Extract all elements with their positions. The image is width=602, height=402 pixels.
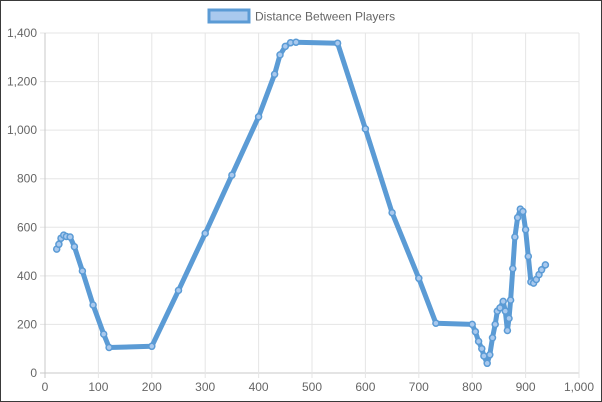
grid (40, 32, 580, 378)
y-tick-label: 800 (17, 172, 37, 186)
y-tick-label: 200 (17, 317, 37, 331)
x-tick-label: 800 (462, 380, 482, 394)
data-point (478, 344, 486, 353)
data-point (78, 267, 87, 275)
x-tick-label: 0 (42, 380, 49, 394)
x-tick-label: 400 (249, 380, 269, 394)
data-point (105, 343, 113, 352)
data-point (201, 229, 209, 238)
data-point (415, 274, 423, 283)
legend-label: Distance Between Players (255, 10, 395, 24)
data-point (503, 326, 512, 335)
x-tick-label: 100 (88, 380, 108, 394)
data-point (55, 240, 63, 249)
data-point (519, 207, 527, 216)
data-point (471, 327, 480, 336)
x-tick-label: 700 (409, 380, 429, 394)
data-point (537, 266, 546, 274)
data-point (541, 261, 550, 269)
x-tick-label: 500 (302, 380, 322, 394)
data-point (513, 213, 522, 222)
data-point (228, 171, 236, 179)
data-point (66, 233, 74, 241)
series-layer (52, 38, 550, 368)
data-point (480, 352, 488, 360)
data-point (496, 304, 504, 312)
data-point (292, 38, 300, 46)
data-point (468, 320, 476, 329)
data-point (483, 359, 491, 368)
data-point (333, 39, 342, 47)
y-tick-label: 1,200 (7, 75, 37, 89)
x-tick-label: 1,000 (564, 380, 594, 394)
data-point (505, 314, 513, 323)
x-tick-label: 300 (195, 380, 215, 394)
legend-swatch[interactable] (207, 8, 251, 24)
data-point (254, 113, 263, 121)
data-point (174, 286, 183, 295)
data-point (511, 233, 519, 241)
data-point (491, 320, 499, 329)
data-point (499, 297, 507, 306)
data-point (432, 319, 440, 327)
x-tick-label: 200 (142, 380, 162, 394)
data-point (89, 301, 97, 309)
y-tick-label: 1,000 (7, 123, 37, 137)
data-point (70, 242, 79, 251)
data-point (388, 208, 396, 217)
x-axis: 0 100 200 300 400 500 600 700 800 900 1,000 (42, 380, 595, 394)
y-tick-label: 1,400 (7, 26, 37, 40)
data-point (521, 225, 530, 234)
y-tick-label: 600 (17, 220, 37, 234)
data-point (486, 351, 494, 359)
data-point (501, 307, 510, 315)
data-point (524, 252, 533, 261)
data-point (361, 125, 370, 133)
data-point (281, 42, 290, 51)
legend[interactable]: Distance Between Players (207, 8, 395, 24)
y-axis: 0 200 400 600 800 1,000 1,200 1,400 (7, 26, 37, 380)
data-point (270, 70, 279, 79)
data-point (506, 296, 515, 304)
data-point (488, 334, 497, 342)
data-point (276, 51, 284, 59)
y-tick-label: 0 (30, 366, 37, 380)
x-tick-label: 900 (516, 380, 536, 394)
data-point (148, 342, 156, 351)
data-point (474, 337, 483, 346)
data-point (509, 264, 517, 273)
x-tick-label: 600 (355, 380, 375, 394)
y-tick-label: 400 (17, 269, 37, 283)
data-point (99, 330, 108, 338)
